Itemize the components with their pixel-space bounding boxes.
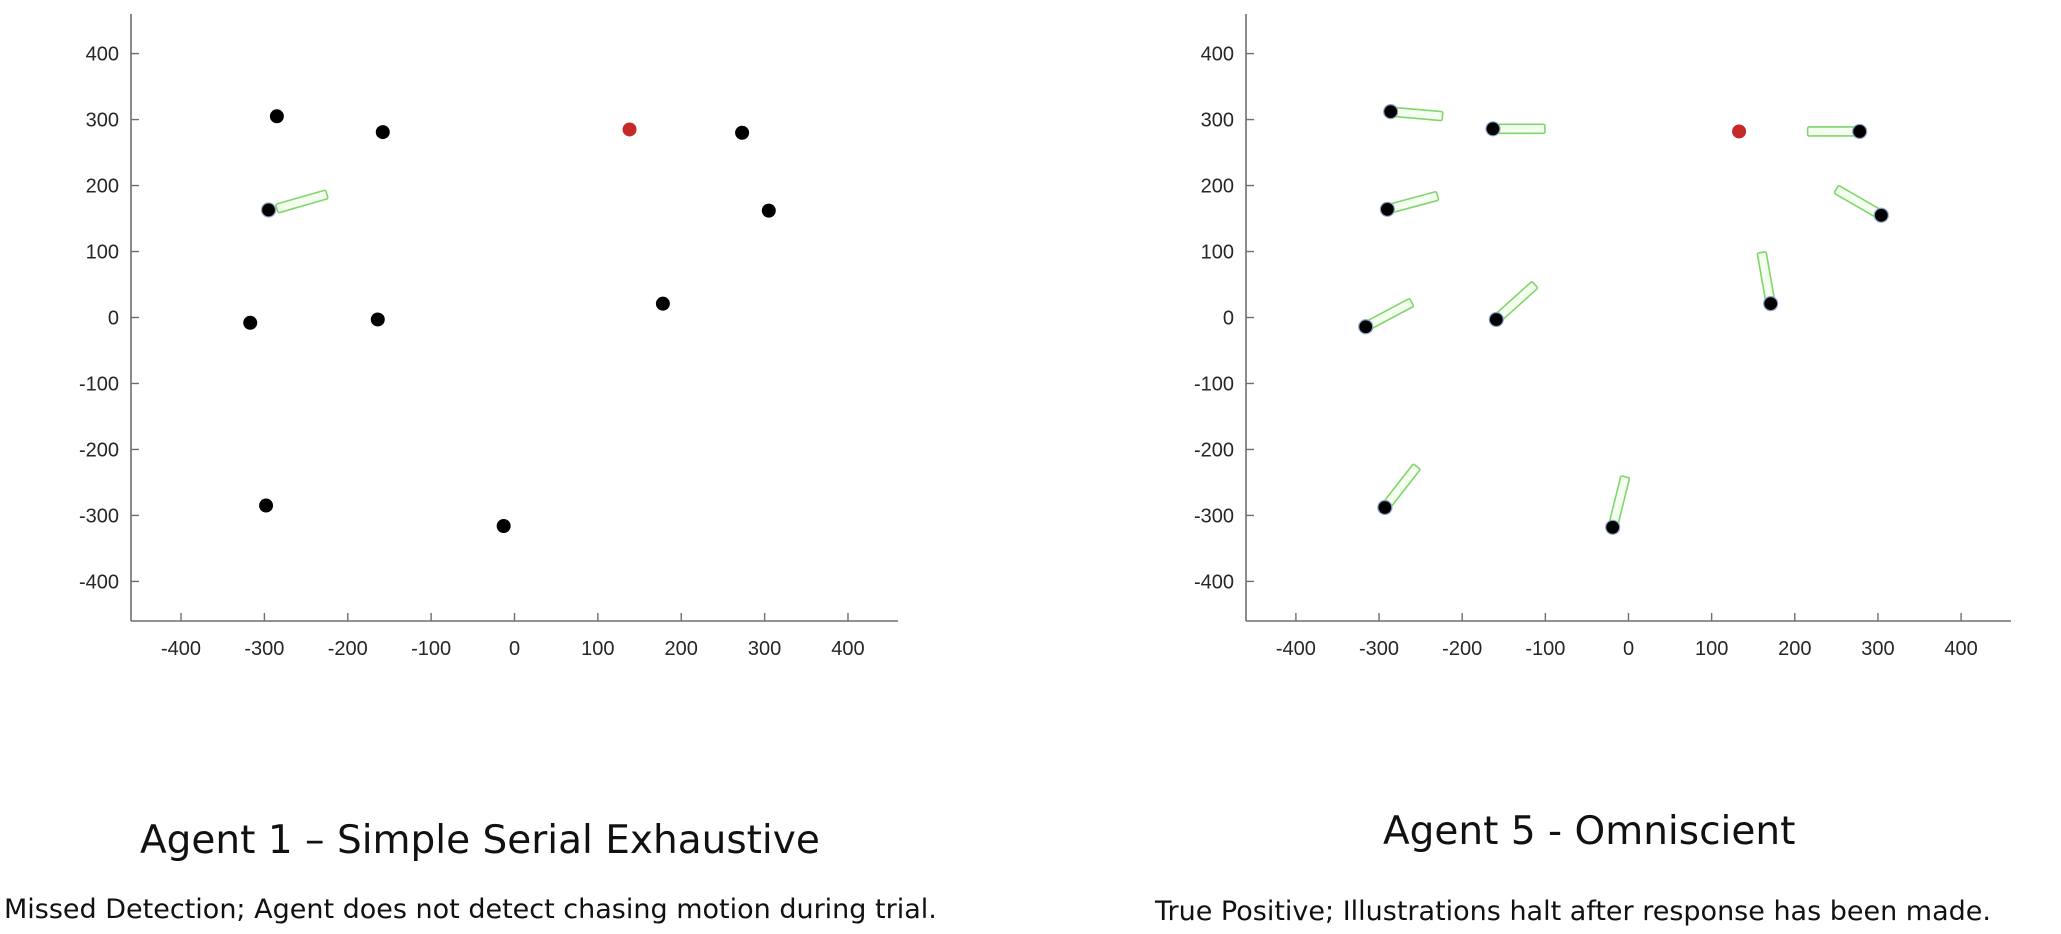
plot-1: 400 300 200 100 0 -100 -200 -300 -400 -400 -300 -20… — [79, 14, 898, 660]
agent-point — [375, 125, 390, 140]
agent-point — [1488, 311, 1504, 328]
agent-point — [269, 109, 284, 124]
y-tick-label: -200 — [1194, 439, 1234, 461]
y-tick-label: 200 — [86, 176, 119, 198]
y-tick-label: 0 — [1223, 308, 1234, 330]
right-caption-description: True Positive; Illustrations halt after … — [1155, 896, 1991, 927]
x-tick-label: -100 — [411, 638, 451, 660]
x-tick-label: 200 — [1778, 638, 1811, 660]
agent-point — [1379, 201, 1395, 217]
agent-point — [496, 518, 511, 533]
y-tick-label: 300 — [1201, 110, 1234, 132]
x-tick-label: -200 — [1442, 638, 1482, 660]
agent-point — [1358, 319, 1374, 335]
y-tick-label: 200 — [1201, 176, 1234, 198]
agent-point — [243, 315, 258, 330]
x-tick-label: -100 — [1525, 638, 1565, 660]
x-tick-label: 100 — [1695, 638, 1728, 660]
y-tick-label: 400 — [86, 44, 119, 66]
sensor-wedge — [1806, 126, 1861, 137]
x-tick-label: 300 — [1861, 638, 1894, 660]
y-tick-label: 100 — [1201, 242, 1234, 264]
y-tick-label: 300 — [86, 110, 119, 132]
agent-point — [1763, 296, 1779, 312]
agent-point — [1485, 121, 1501, 137]
target-point — [622, 122, 637, 137]
agent-point — [655, 296, 670, 311]
y-tick-label: -200 — [79, 439, 119, 461]
x-tick-label: -300 — [1359, 638, 1399, 660]
left-caption-description: Missed Detection; Agent does not detect … — [4, 894, 937, 925]
x-tick-label: -400 — [161, 638, 201, 660]
y-tick-label: 100 — [86, 242, 119, 264]
y-tick-label: -400 — [79, 571, 119, 593]
y-tick-label: -400 — [1194, 571, 1234, 593]
x-tick-label: -300 — [244, 638, 284, 660]
x-tick-label: 200 — [665, 638, 698, 660]
y-tick-label: -300 — [79, 505, 119, 527]
x-tick-label: 100 — [581, 638, 614, 660]
x-tick-label: 400 — [831, 638, 864, 660]
y-tick-label: 400 — [1201, 44, 1234, 66]
plot-2: 400 300 200 100 0 -100 -200 -300 -400 -400 -300 -20… — [1194, 14, 2011, 660]
x-tick-label: 400 — [1944, 638, 1977, 660]
agent-point — [1873, 207, 1889, 223]
x-tick-label: 0 — [509, 638, 520, 660]
agent-point — [260, 202, 277, 218]
sensor-wedge — [1389, 106, 1444, 122]
agent-point — [735, 125, 750, 140]
agent-point — [1852, 123, 1868, 140]
sensor-wedge — [275, 189, 329, 214]
y-tick-label: -300 — [1194, 505, 1234, 527]
x-tick-label: 0 — [1623, 638, 1634, 660]
agent-point — [1377, 499, 1393, 516]
target-point — [1732, 124, 1747, 139]
sensor-wedge — [1492, 123, 1546, 135]
x-tick-label: 300 — [748, 638, 781, 660]
agent-point — [1383, 104, 1399, 120]
right-caption-title: Agent 5 - Omniscient — [1383, 809, 1796, 854]
agent-point — [1605, 519, 1621, 535]
left-caption-title: Agent 1 – Simple Serial Exhaustive — [140, 818, 820, 863]
agent-point — [259, 498, 274, 513]
x-tick-label: -400 — [1276, 638, 1316, 660]
x-tick-label: -200 — [328, 638, 368, 660]
y-tick-label: -100 — [79, 373, 119, 395]
agent-point — [370, 312, 385, 327]
y-tick-label: -100 — [1194, 373, 1234, 395]
agent-point — [761, 203, 776, 218]
y-tick-label: 0 — [108, 308, 119, 330]
